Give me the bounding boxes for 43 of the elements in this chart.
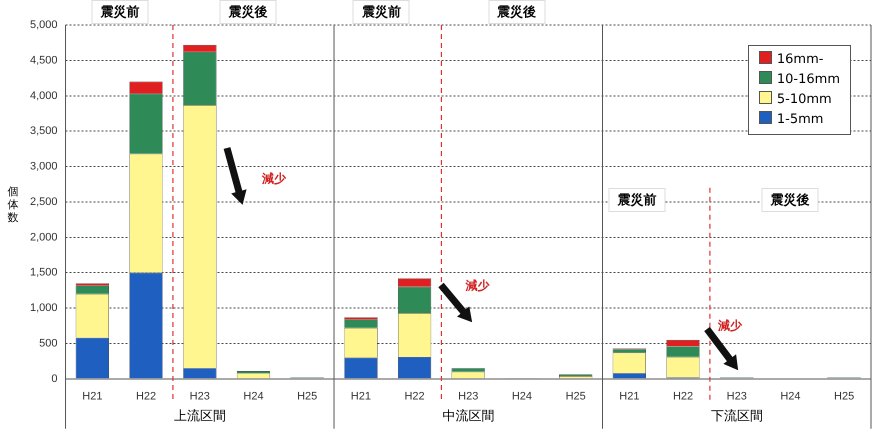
y-tick-label: 3,500 [30,125,58,138]
x-tick-label: H25 [297,390,318,402]
text: 震災前 [91,0,148,24]
y-tick-label: 4,000 [30,90,58,102]
y-tick-label: 0 [51,372,58,385]
text: 震災前 [352,0,410,24]
y-tick-label: 2,000 [30,231,58,244]
x-tick-label: H21 [350,390,371,402]
annotation: 減少 [465,277,490,294]
x-tick-label: H22 [136,390,156,402]
x-tick-label: H22 [404,390,425,402]
legend-label: 1-5mm [776,111,824,129]
x-tick-label: H21 [619,390,640,402]
annotation: 震災後 [761,188,818,212]
x-tick-label: H21 [82,390,102,402]
y-tick-label: 2,500 [30,196,58,208]
legend-label: 5-10mm [776,91,833,109]
legend-label: 16mm- [776,51,824,69]
legend-label: 10-16mm [776,71,840,89]
x-tick-label: H23 [458,390,478,402]
x-tick-label: H23 [726,390,747,402]
y-axis-title: 個体数 [6,185,20,224]
text: 震災後 [220,0,277,24]
x-tick-label: H24 [780,390,801,402]
y-tick-label: 1,000 [30,302,58,314]
y-tick-label: 1,500 [30,266,58,279]
x-tick-label: H23 [190,390,210,402]
annotation: 減少 [718,318,742,335]
x-tick-label: H25 [566,390,586,402]
x-tick-label: H25 [834,390,854,402]
y-tick-label: 500 [39,337,58,350]
text: 上流区間 [174,408,226,425]
y-tick-label: 4,500 [30,54,58,66]
x-tick-label: H22 [672,390,694,402]
x-tick-label: H24 [512,390,532,402]
x-tick-label: H24 [243,390,264,402]
annotation: 減少 [262,170,286,188]
y-tick-label: 5,000 [30,19,58,32]
text: 中流区間 [442,408,494,425]
text: 震災後 [488,0,546,24]
text: 下流区間 [710,408,763,425]
y-tick-label: 3,000 [30,160,58,173]
annotation: 震災前 [608,188,666,212]
